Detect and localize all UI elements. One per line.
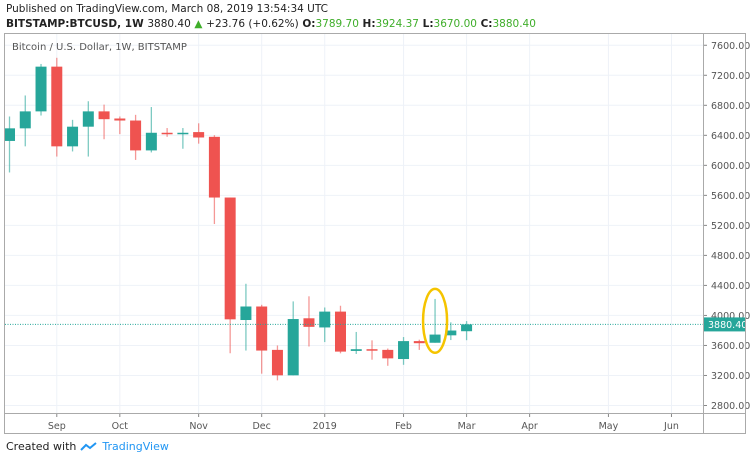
last-price-badge (703, 317, 746, 332)
candle-body (19, 111, 31, 129)
y-tick-label: 2800.00 (711, 401, 750, 412)
grid (5, 34, 703, 413)
low-value: 3670.00 (433, 18, 477, 30)
candle-body (67, 126, 79, 147)
y-tick-label: 6800.00 (711, 101, 750, 112)
candle-body (177, 132, 189, 135)
candle-body (461, 324, 473, 332)
close-value: 3880.40 (492, 18, 536, 30)
candle-body (145, 132, 157, 151)
created-with: Created with (6, 440, 77, 453)
candle-body (208, 136, 220, 198)
candle-body (193, 132, 205, 138)
x-tick-label: Oct (112, 421, 129, 432)
candle-body (413, 341, 425, 344)
candle-body (4, 128, 16, 141)
candle-body (350, 349, 362, 351)
candle-body (35, 66, 47, 112)
candle-body (130, 120, 142, 151)
candle-body (429, 334, 441, 343)
highlight-ellipse (421, 287, 449, 355)
change: +23.76 (+0.62%) (206, 18, 299, 30)
candle-body (287, 319, 299, 376)
candle-body (51, 66, 63, 147)
candle-body (319, 311, 331, 328)
y-tick-label: 7600.00 (711, 41, 750, 52)
footer: Created with TradingView (6, 440, 169, 453)
y-tick-label: 3200.00 (711, 371, 750, 382)
tradingview-logo-icon (80, 441, 98, 451)
y-tick-label: 6000.00 (711, 161, 750, 172)
x-tick-label: 2019 (313, 421, 337, 432)
symbol-line: BITSTAMP:BTCUSD, 1W 3880.40 ▲ +23.76 (+0… (6, 18, 536, 30)
candle-body (303, 318, 315, 327)
chart-title: Bitcoin / U.S. Dollar, 1W, BITSTAMP (12, 42, 187, 53)
time-axis[interactable]: Sep Oct Nov Dec 2019 Feb Mar Apr May Jun (48, 413, 679, 432)
symbol: BITSTAMP:BTCUSD, 1W (6, 18, 144, 30)
x-tick-label: May (599, 421, 619, 432)
x-tick-label: Apr (521, 421, 538, 432)
close-label: C: (480, 18, 493, 30)
last-price: 3880.40 (147, 18, 191, 30)
candles (4, 57, 703, 381)
x-tick-label: Dec (252, 421, 270, 432)
open-value: 3789.70 (315, 18, 359, 30)
published-line: Published on TradingView.com, March 08, … (6, 3, 328, 15)
candle-body (161, 132, 173, 135)
candle-body (366, 349, 378, 351)
tradingview-brand-link[interactable]: TradingView (102, 440, 169, 453)
x-tick-label: Nov (189, 421, 208, 432)
candle-body (398, 341, 410, 360)
y-tick-label: 4400.00 (711, 281, 750, 292)
candle-body (445, 330, 457, 336)
x-tick-label: Feb (395, 421, 412, 432)
x-tick-label: Jun (663, 421, 679, 432)
x-tick-label: Sep (48, 421, 66, 432)
last-price-label: 3880.40 (708, 320, 747, 331)
y-tick-label: 4800.00 (711, 251, 750, 262)
candle-body (240, 306, 252, 321)
up-triangle-icon: ▲ (194, 18, 203, 30)
high-label: H: (362, 18, 376, 30)
x-tick-label: Mar (458, 421, 476, 432)
candlestick-chart[interactable]: 7600.00 7200.00 6800.00 6400.00 6000.00 5600.… (0, 0, 750, 440)
chart-frame (4, 33, 746, 434)
candle-body (271, 349, 283, 376)
candle-body (98, 111, 110, 120)
candle-body (334, 311, 346, 352)
price-axis[interactable]: 7600.00 7200.00 6800.00 6400.00 6000.00 5600.… (703, 41, 750, 412)
y-tick-label: 5600.00 (711, 191, 750, 202)
y-tick-label: 5200.00 (711, 221, 750, 232)
open-label: O: (302, 18, 316, 30)
candle-body (114, 118, 126, 121)
y-tick-label: 7200.00 (711, 71, 750, 82)
candle-body (82, 111, 94, 127)
y-tick-label: 3600.00 (711, 341, 750, 352)
high-value: 3924.37 (375, 18, 419, 30)
low-label: L: (422, 18, 434, 30)
candle-body (224, 197, 236, 320)
y-tick-label: 4000.00 (711, 311, 750, 322)
candle-body (256, 306, 268, 351)
candle-body (382, 349, 394, 359)
y-tick-label: 6400.00 (711, 131, 750, 142)
